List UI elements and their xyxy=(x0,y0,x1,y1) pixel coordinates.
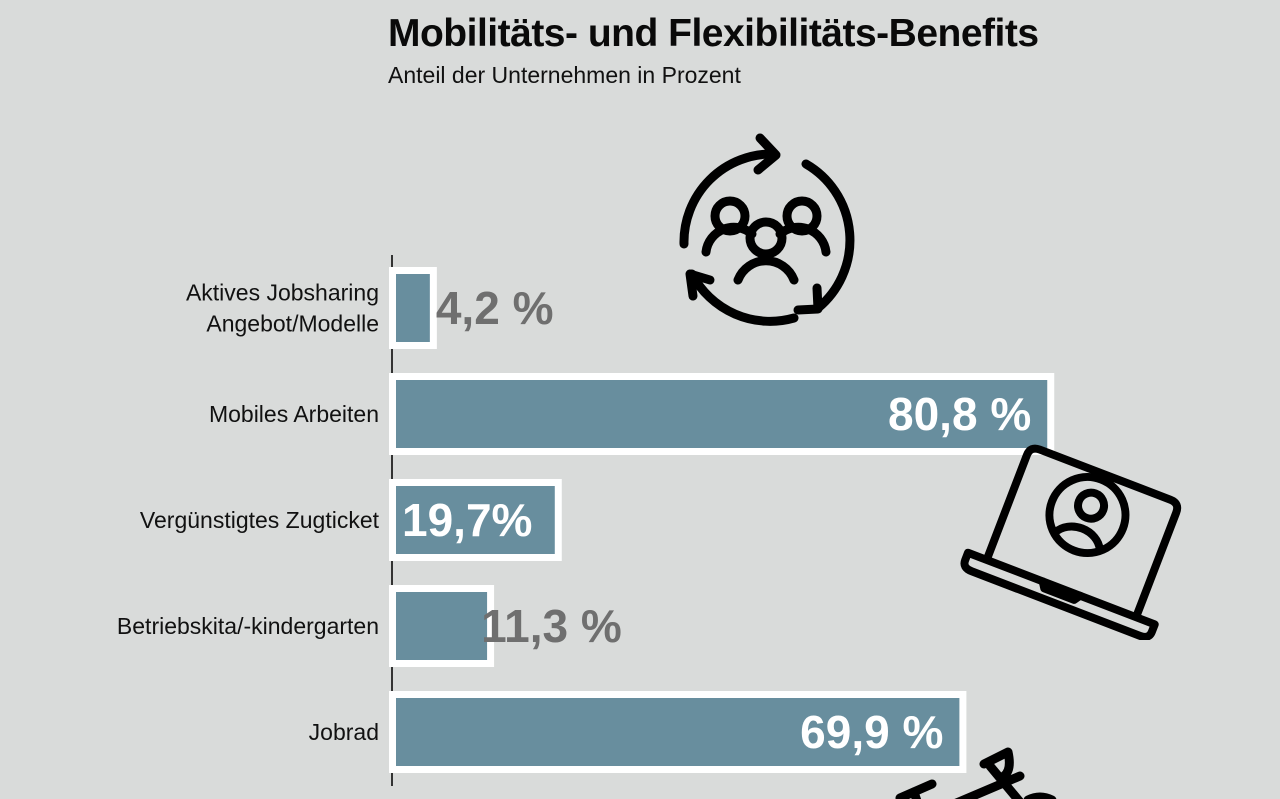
bar xyxy=(396,486,555,554)
value-label: 4,2 % xyxy=(436,282,554,334)
category-label: Betriebskita/-kindergarten xyxy=(117,613,379,639)
bar-group xyxy=(389,585,495,667)
category-label: Jobrad xyxy=(309,719,379,745)
chart-title: Mobilitäts- und Flexibilitäts-Benefits xyxy=(388,12,1039,55)
bar-group xyxy=(389,691,967,773)
bar xyxy=(396,274,430,342)
chart-subtitle: Anteil der Unternehmen in Prozent xyxy=(388,62,741,88)
category-label: Vergünstigtes Zugticket xyxy=(140,507,380,533)
bar xyxy=(396,380,1048,448)
bar-group xyxy=(389,373,1055,455)
bar xyxy=(396,592,488,660)
value-label: 69,9 % xyxy=(800,706,943,758)
value-label: 80,8 % xyxy=(888,388,1031,440)
category-label: Aktives Jobsharing xyxy=(186,280,379,306)
people-cycle-icon xyxy=(679,133,855,326)
bar-group xyxy=(389,479,562,561)
bar xyxy=(396,698,960,766)
value-label: 11,3 % xyxy=(481,600,622,652)
bicycle-icon xyxy=(895,747,1057,799)
category-label: Angebot/Modelle xyxy=(206,311,379,337)
bar-group xyxy=(389,267,437,349)
category-label: Mobiles Arbeiten xyxy=(209,401,379,427)
laptop-user-icon xyxy=(960,444,1182,640)
value-label: 19,7% xyxy=(402,494,532,546)
